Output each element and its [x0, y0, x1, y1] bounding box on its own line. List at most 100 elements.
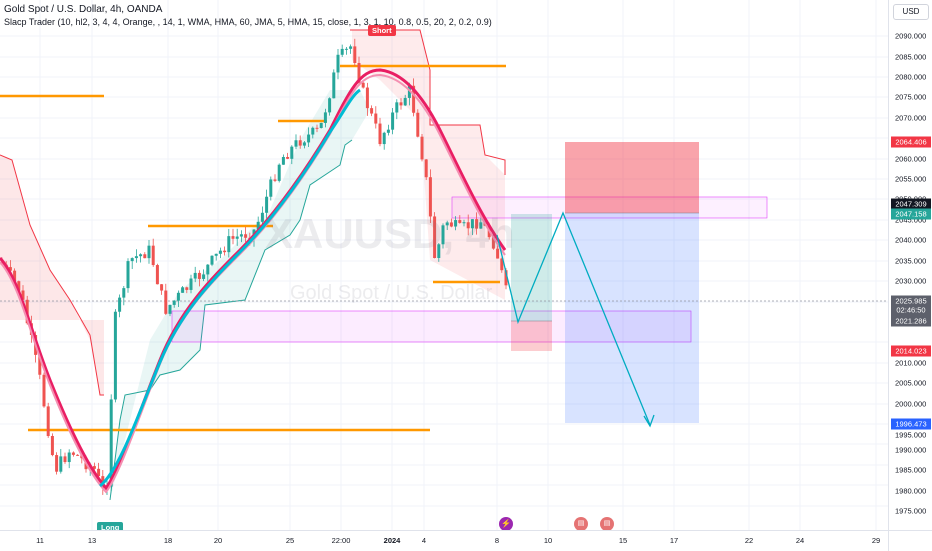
time-tick: 17	[669, 536, 679, 545]
candle-body	[126, 261, 130, 289]
candle-body	[315, 127, 319, 129]
price-tick: 2090.000	[895, 31, 927, 41]
candle-body	[281, 156, 285, 165]
candle-body	[59, 456, 63, 472]
price-tick: 2080.000	[895, 72, 927, 82]
price-tick: 1980.000	[895, 486, 927, 496]
candle-body	[55, 455, 59, 472]
candle-body	[164, 290, 168, 314]
candle-body	[244, 234, 248, 238]
candle-body	[445, 222, 449, 226]
time-axis[interactable]: 11 13 18 20 25 22:00 2024 4 8 10 15 17 2…	[0, 530, 888, 551]
lightning-icon[interactable]: ⚡	[499, 517, 513, 530]
candle-body	[151, 245, 155, 266]
candle-body	[353, 46, 357, 64]
price-tick: 2010.000	[895, 358, 927, 368]
candle-body	[290, 146, 294, 159]
target-low-label: 1996.473	[891, 418, 931, 430]
price-tick: 2070.000	[895, 113, 927, 123]
last-price-label: 2025.985	[891, 295, 931, 307]
candle-body	[256, 221, 260, 230]
long-position-loss	[511, 321, 552, 351]
price-tick: 2075.000	[895, 92, 927, 102]
candle-body	[466, 222, 470, 229]
candle-body	[458, 220, 462, 223]
candle-body	[340, 48, 344, 55]
indicator-legend[interactable]: Slacp Trader (10, hl2, 3, 4, 4, Orange, …	[4, 17, 492, 27]
candle-body	[134, 256, 138, 259]
time-tick: 18	[163, 536, 173, 545]
candle-body	[370, 108, 374, 114]
currency-button[interactable]: USD	[893, 4, 929, 20]
price-tick: 1985.000	[895, 465, 927, 475]
candle-body	[239, 234, 243, 237]
price-tick: 2000.000	[895, 399, 927, 409]
chart-area[interactable]: XAUUSD, 4h Gold Spot / U.S. Dollar Gold …	[0, 0, 888, 530]
candle-body	[475, 219, 479, 229]
price-chart[interactable]	[0, 0, 888, 530]
supertrend-lower-line	[109, 139, 353, 501]
price-axis[interactable]: USD 2090.000 2085.000 2080.000 2075.000 …	[888, 0, 932, 530]
countdown-label: 02:46:50	[891, 304, 931, 316]
candle-body	[336, 54, 340, 73]
long-position-profit	[511, 214, 552, 321]
candle-body	[382, 132, 386, 145]
stop-label: 2014.023	[891, 345, 931, 357]
candle-body	[424, 159, 428, 178]
long-marker: Long	[97, 522, 124, 530]
price-tick: 1975.000	[895, 506, 927, 516]
us-flag-icon[interactable]: ▤	[600, 517, 614, 530]
time-tick: 20	[213, 536, 223, 545]
candle-body	[357, 63, 361, 83]
candle-body	[277, 164, 281, 181]
candle-body	[265, 196, 269, 213]
candle-body	[63, 456, 67, 463]
candle-body	[433, 216, 437, 258]
candle-body	[50, 435, 54, 456]
price-tick: 2040.000	[895, 235, 927, 245]
candle-body	[479, 222, 483, 229]
candle-body	[122, 288, 126, 298]
candle-body	[286, 156, 290, 159]
candle-body	[420, 136, 424, 160]
candle-body	[273, 179, 277, 181]
candle-body	[223, 250, 227, 253]
entry-label: 2047.158	[891, 208, 931, 220]
candle-body	[210, 255, 214, 265]
time-tick: 13	[87, 536, 97, 545]
candle-body	[181, 287, 185, 293]
time-tick: 8	[494, 536, 500, 545]
candle-body	[130, 258, 134, 262]
candle-body	[365, 87, 369, 109]
candle-body	[412, 85, 416, 113]
candle-body	[38, 354, 42, 375]
us-flag-icon[interactable]: ▤	[574, 517, 588, 530]
candle-body	[13, 270, 17, 282]
candle-body	[147, 245, 151, 259]
candle-body	[227, 236, 231, 253]
gray-level-label: 2021.286	[891, 315, 931, 327]
candle-body	[403, 97, 407, 106]
time-tick: 29	[871, 536, 881, 545]
candle-body	[428, 177, 432, 217]
chart-title[interactable]: Gold Spot / U.S. Dollar, 4h, OANDA	[4, 4, 163, 15]
candle-body	[294, 140, 298, 147]
candle-body	[235, 236, 239, 239]
candle-body	[92, 466, 96, 469]
time-tick: 11	[36, 536, 44, 545]
supertrend-upper-line-2	[350, 29, 506, 175]
candle-body	[496, 248, 500, 259]
time-tick: 2024	[383, 536, 401, 545]
supertrend-upper-fill	[0, 155, 104, 395]
candle-body	[109, 399, 113, 487]
candle-body	[399, 102, 403, 106]
candle-body	[395, 102, 399, 113]
price-tick: 2055.000	[895, 174, 927, 184]
time-tick: 15	[618, 536, 628, 545]
candle-body	[361, 82, 365, 88]
candle-body	[17, 281, 21, 291]
candle-body	[176, 292, 180, 301]
candle-body	[319, 122, 323, 129]
candle-body	[143, 254, 147, 259]
candle-body	[67, 452, 71, 463]
